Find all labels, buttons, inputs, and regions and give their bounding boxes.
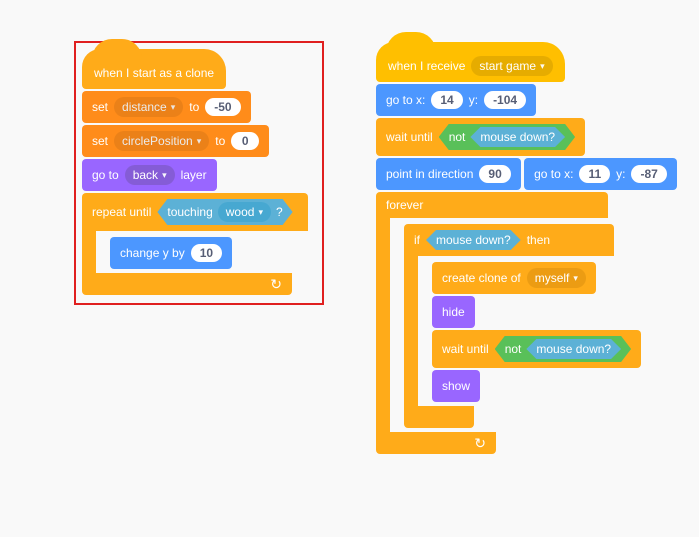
if-header: if mouse down? then (404, 224, 614, 256)
layer-option: back (133, 168, 158, 182)
repeat-label: repeat until (92, 205, 151, 219)
script-right[interactable]: when I receive start game go to x: 14 y:… (376, 42, 699, 454)
gotox-label: go to x: (534, 167, 573, 181)
gotoy-label: y: (469, 93, 478, 107)
to-label: to (215, 134, 225, 148)
value-input[interactable]: -50 (205, 98, 240, 116)
mouse-down-reporter[interactable]: mouse down? (470, 127, 565, 147)
goto-xy-block[interactable]: go to x: 11 y: -87 (524, 158, 677, 190)
if-block[interactable]: if mouse down? then create clone of myse… (404, 224, 614, 428)
mouse-down-label: mouse down? (480, 130, 555, 144)
y-input[interactable]: -87 (631, 165, 666, 183)
hide-label: hide (442, 305, 465, 319)
wait-label: wait until (386, 130, 433, 144)
not-operator[interactable]: not mouse down? (495, 336, 631, 362)
hat-start-as-clone[interactable]: when I start as a clone (82, 49, 226, 89)
message-name: start game (479, 59, 536, 73)
change-y-label: change y by (120, 246, 185, 260)
layer-dropdown[interactable]: back (125, 165, 175, 185)
loop-arrow-icon: ↻ (270, 276, 282, 293)
forever-label: forever (386, 198, 423, 212)
clone-label: create clone of (442, 271, 521, 285)
if-label: if (414, 233, 420, 247)
hat-label: when I receive (388, 59, 465, 73)
suffix-label: layer (181, 168, 207, 182)
create-clone-block[interactable]: create clone of myself (432, 262, 596, 294)
set-distance-block[interactable]: set distance to -50 (82, 91, 251, 123)
mouse-down-reporter[interactable]: mouse down? (426, 230, 521, 250)
cmd-label: set (92, 100, 108, 114)
not-label: not (505, 342, 522, 356)
hat-label: when I start as a clone (94, 66, 214, 80)
touching-target: wood (226, 205, 255, 219)
mouse-down-label: mouse down? (536, 342, 611, 356)
gotoy-label: y: (616, 167, 625, 181)
then-label: then (527, 233, 550, 247)
wait-label: wait until (442, 342, 489, 356)
variable-dropdown[interactable]: circlePosition (114, 131, 209, 151)
if-body: create clone of myself hide wait until n… (404, 256, 614, 406)
value-input[interactable]: 90 (479, 165, 510, 183)
script-left[interactable]: when I start as a clone set distance to … (74, 41, 324, 305)
clone-target-dropdown[interactable]: myself (527, 268, 586, 288)
loop-arrow-icon: ↻ (474, 435, 486, 452)
cmd-label: set (92, 134, 108, 148)
not-label: not (449, 130, 466, 144)
touching-label: touching (167, 205, 212, 219)
block-stack: when I start as a clone set distance to … (82, 49, 316, 295)
forever-footer: ↻ (376, 432, 496, 454)
x-input[interactable]: 14 (431, 91, 462, 109)
wait-until-block[interactable]: wait until not mouse down? (432, 330, 641, 368)
repeat-until-block[interactable]: repeat until touching wood ? change y by… (82, 193, 308, 295)
variable-name: circlePosition (122, 134, 193, 148)
repeat-header: repeat until touching wood ? (82, 193, 308, 231)
point-direction-block[interactable]: point in direction 90 (376, 158, 521, 190)
mouse-down-reporter[interactable]: mouse down? (526, 339, 621, 359)
hat-when-receive[interactable]: when I receive start game (376, 42, 565, 82)
cmd-label: go to (92, 168, 119, 182)
gotox-label: go to x: (386, 93, 425, 107)
to-label: to (189, 100, 199, 114)
change-y-block[interactable]: change y by 10 (110, 237, 232, 269)
show-label: show (442, 379, 470, 393)
repeat-body: change y by 10 (82, 231, 308, 273)
not-operator[interactable]: not mouse down? (439, 124, 575, 150)
goto-layer-block[interactable]: go to back layer (82, 159, 217, 191)
wait-until-block[interactable]: wait until not mouse down? (376, 118, 585, 156)
repeat-footer: ↻ (82, 273, 292, 295)
forever-header: forever (376, 192, 608, 218)
message-dropdown[interactable]: start game (471, 56, 552, 76)
forever-body: if mouse down? then create clone of myse… (376, 218, 608, 432)
if-footer (404, 406, 474, 428)
goto-xy-block[interactable]: go to x: 14 y: -104 (376, 84, 536, 116)
touching-dropdown[interactable]: wood (218, 202, 271, 222)
clone-target: myself (535, 271, 570, 285)
x-input[interactable]: 11 (579, 165, 610, 183)
forever-block[interactable]: forever if mouse down? then create clone… (376, 192, 608, 454)
hide-block[interactable]: hide (432, 296, 475, 328)
variable-name: distance (122, 100, 167, 114)
block-stack: when I receive start game go to x: 14 y:… (376, 42, 699, 454)
point-label: point in direction (386, 167, 473, 181)
variable-dropdown[interactable]: distance (114, 97, 183, 117)
question-mark: ? (276, 205, 283, 219)
y-input[interactable]: -104 (484, 91, 526, 109)
mouse-down-label: mouse down? (436, 233, 511, 247)
show-block[interactable]: show (432, 370, 480, 402)
value-input[interactable]: 0 (231, 132, 259, 150)
value-input[interactable]: 10 (191, 244, 222, 262)
set-circleposition-block[interactable]: set circlePosition to 0 (82, 125, 269, 157)
touching-reporter[interactable]: touching wood ? (157, 199, 292, 225)
